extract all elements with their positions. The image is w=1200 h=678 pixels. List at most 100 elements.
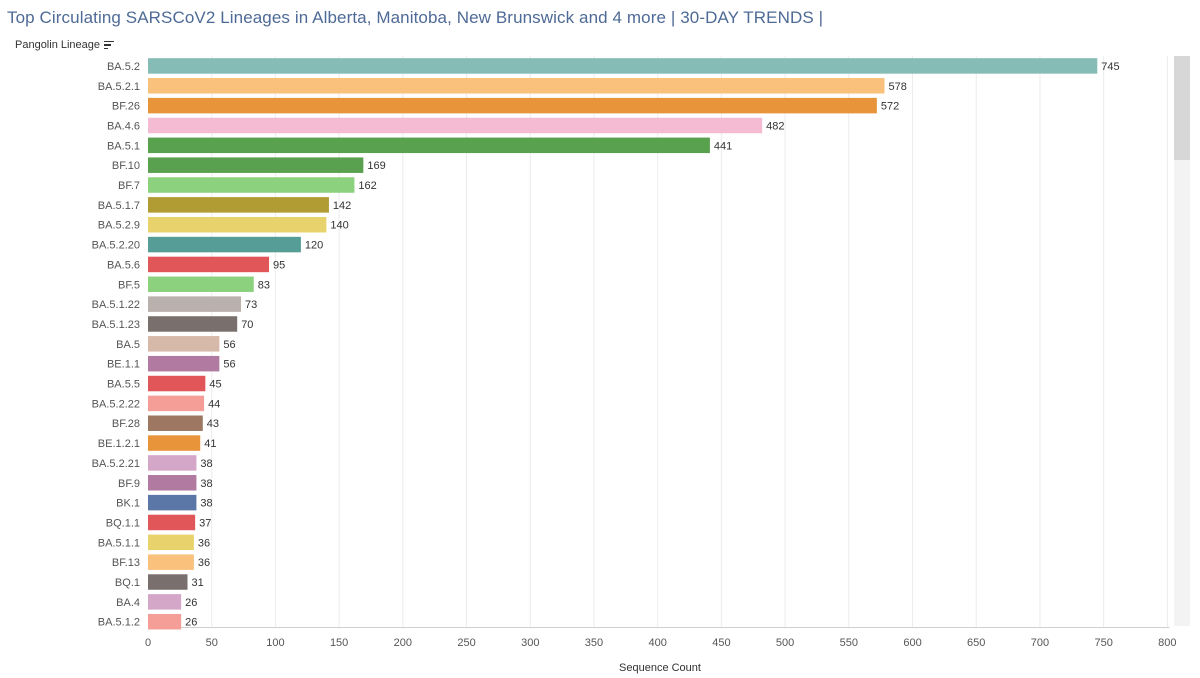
bar[interactable] (148, 355, 220, 372)
category-label: BA.5.1 (107, 140, 140, 152)
x-tick-label: 500 (776, 637, 794, 649)
value-label: 120 (305, 240, 323, 252)
category-label: BA.4 (116, 597, 140, 609)
x-tick-label: 800 (1158, 637, 1176, 649)
category-label: BF.7 (118, 180, 140, 192)
category-label: BF.13 (112, 557, 140, 569)
bar[interactable] (148, 475, 197, 491)
value-label: 38 (200, 478, 212, 490)
value-label: 73 (245, 299, 257, 311)
category-label: BA.5.1.23 (92, 319, 140, 331)
bar[interactable] (148, 256, 270, 273)
value-label: 26 (185, 617, 197, 629)
category-label: BF.9 (118, 478, 140, 490)
value-label: 572 (881, 101, 899, 113)
pangolin-lineage-header[interactable]: Pangolin Lineage (15, 39, 115, 51)
value-label: 140 (330, 220, 348, 232)
scrollbar-thumb[interactable] (1174, 56, 1190, 160)
bar[interactable] (148, 534, 194, 551)
category-label: BA.5.1.1 (98, 537, 140, 549)
x-tick-label: 250 (457, 637, 475, 649)
bar[interactable] (148, 494, 197, 511)
bar[interactable] (148, 415, 203, 431)
category-label: BF.5 (118, 279, 140, 291)
x-tick-label: 150 (330, 637, 348, 649)
value-label: 43 (207, 418, 219, 430)
chart-title: Top Circulating SARSCoV2 Lineages in Alb… (7, 8, 824, 27)
value-label: 162 (358, 180, 376, 192)
bar[interactable] (148, 236, 301, 253)
bar[interactable] (148, 455, 197, 471)
value-label: 31 (192, 577, 204, 589)
value-label: 56 (223, 359, 235, 371)
category-label: BK.1 (116, 498, 140, 510)
x-tick-label: 100 (266, 637, 284, 649)
category-label: BA.5.2.22 (92, 398, 140, 410)
category-label: BA.5.1.7 (98, 200, 140, 212)
x-tick-label: 50 (206, 637, 218, 649)
value-label: 36 (198, 557, 210, 569)
x-tick-label: 650 (967, 637, 985, 649)
category-label: BF.26 (112, 101, 140, 113)
category-label: BA.5.1.2 (98, 617, 140, 629)
bar[interactable] (148, 514, 196, 531)
bar[interactable] (148, 137, 710, 154)
x-axis-title: Sequence Count (619, 662, 701, 674)
category-label: BA.5 (116, 339, 140, 351)
category-label: BA.5.2.9 (98, 220, 140, 232)
sort-descending-icon[interactable] (104, 40, 115, 50)
category-label: BF.10 (112, 160, 140, 172)
value-label: 70 (241, 319, 253, 331)
x-tick-label: 450 (712, 637, 730, 649)
category-label: BF.28 (112, 418, 140, 430)
category-label: BQ.1 (115, 577, 140, 589)
bar[interactable] (148, 574, 188, 590)
vertical-scrollbar[interactable] (1174, 56, 1190, 626)
bar[interactable] (148, 157, 364, 173)
value-label: 169 (367, 160, 385, 172)
value-label: 45 (209, 379, 221, 391)
bar[interactable] (148, 276, 254, 293)
bar[interactable] (148, 316, 238, 332)
x-tick-label: 300 (521, 637, 539, 649)
bar[interactable] (148, 336, 220, 352)
bar[interactable] (148, 117, 763, 134)
value-label: 578 (888, 81, 906, 93)
bar[interactable] (148, 197, 329, 213)
bar[interactable] (148, 78, 885, 94)
value-label: 36 (198, 537, 210, 549)
value-label: 26 (185, 597, 197, 609)
bar[interactable] (148, 58, 1098, 74)
category-label: BA.5.1.22 (92, 299, 140, 311)
bar[interactable] (148, 216, 327, 233)
category-label: BA.5.6 (107, 259, 140, 271)
bar[interactable] (148, 554, 194, 570)
value-label: 142 (333, 200, 351, 212)
x-tick-label: 400 (649, 637, 667, 649)
bar[interactable] (148, 296, 242, 312)
value-label: 56 (223, 339, 235, 351)
value-label: 44 (208, 398, 220, 410)
value-label: 441 (714, 140, 732, 152)
bar[interactable] (148, 97, 877, 114)
bar[interactable] (148, 395, 205, 412)
value-label: 745 (1101, 61, 1119, 73)
value-label: 38 (200, 458, 212, 470)
bar[interactable] (148, 435, 201, 451)
dimension-label: Pangolin Lineage (15, 39, 101, 51)
x-tick-label: 700 (1031, 637, 1049, 649)
bar[interactable] (148, 594, 182, 610)
value-label: 38 (200, 498, 212, 510)
value-label: 83 (258, 279, 270, 291)
x-tick-label: 750 (1094, 637, 1112, 649)
category-label: BA.5.2.20 (92, 240, 140, 252)
bar[interactable] (148, 613, 182, 630)
value-label: 95 (273, 259, 285, 271)
category-label: BE.1.1 (107, 359, 140, 371)
category-label: BE.1.2.1 (98, 438, 140, 450)
bar[interactable] (148, 375, 206, 392)
bar[interactable] (148, 177, 355, 193)
category-label: BA.5.2 (107, 61, 140, 73)
category-label: BQ.1.1 (106, 517, 140, 529)
